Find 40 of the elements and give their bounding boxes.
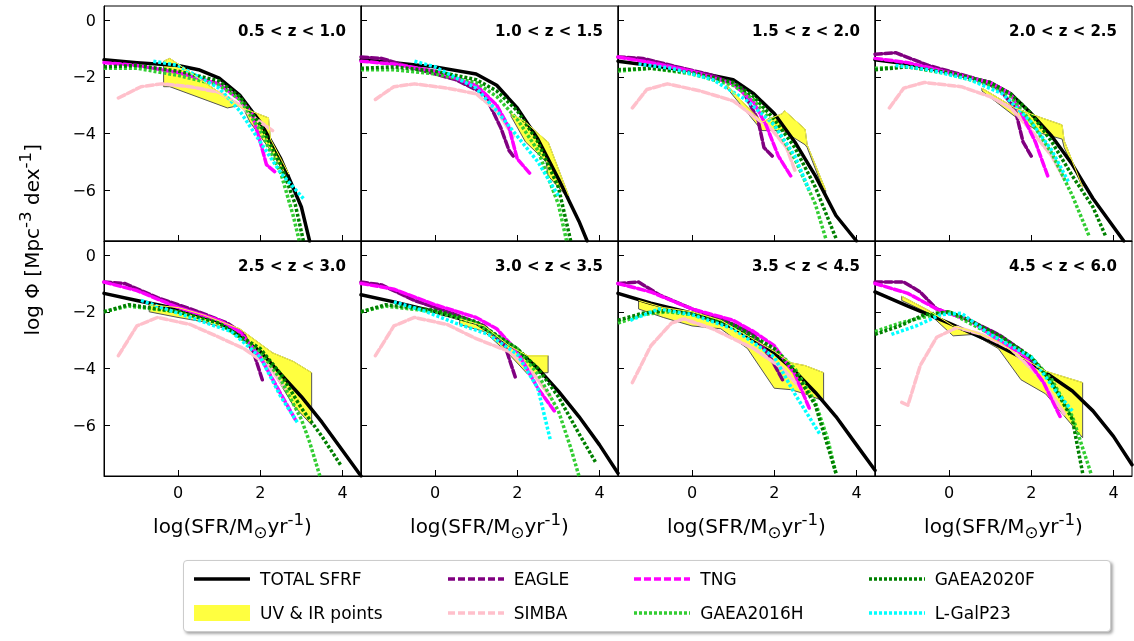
x-axis-title: log(SFR/M$_{⊙}$yr$^{-1}$) (923, 510, 1084, 542)
legend-label: GAEA2016H (700, 603, 804, 623)
x-tick-label: 4 (1108, 482, 1119, 502)
text: 2.0 < z < 2.5 (1009, 21, 1118, 40)
legend-label: UV & IR points (260, 603, 383, 623)
x-tick-label: 4 (851, 482, 862, 502)
x-tick-label: 2 (255, 482, 266, 502)
y-tick-label: 0 (85, 245, 96, 265)
legend-label: L-GalP23 (934, 603, 1011, 623)
x-tick-label: 2 (769, 482, 780, 502)
legend-label: TNG (700, 569, 737, 589)
x-tick-label: 4 (337, 482, 348, 502)
x-tick-label: 2 (512, 482, 523, 502)
text: 3.0 < z < 3.5 (495, 256, 604, 275)
legend-label: TOTAL SFRF (260, 569, 362, 589)
y-tick-label: −2 (72, 302, 96, 322)
legend-label: SIMBA (513, 603, 568, 623)
x-tick-label: 2 (1026, 482, 1037, 502)
x-axis-title: log(SFR/M$_{⊙}$yr$^{-1}$) (409, 510, 570, 542)
x-tick-label: 0 (686, 482, 698, 502)
text: 1.0 < z < 1.5 (495, 21, 604, 40)
legend-label: EAGLE (513, 569, 570, 589)
text: 4.5 < z < 6.0 (1009, 256, 1118, 275)
text: 3.5 < z < 4.5 (752, 256, 861, 275)
text: 0.5 < z < 1.0 (238, 21, 347, 40)
y-tick-label: 0 (85, 10, 96, 30)
y-tick-label: −2 (72, 67, 96, 87)
x-axis-title: log(SFR/M$_{⊙}$yr$^{-1}$) (666, 510, 827, 542)
text: 2.5 < z < 3.0 (238, 256, 347, 275)
x-tick-label: 0 (429, 482, 441, 502)
y-tick-label: −4 (72, 358, 96, 378)
y-tick-label: −6 (72, 180, 96, 200)
text: 1.5 < z < 2.0 (752, 21, 861, 40)
x-axis-title: log(SFR/M$_{⊙}$yr$^{-1}$) (152, 510, 313, 542)
x-tick-label: 0 (943, 482, 955, 502)
y-tick-label: −6 (72, 415, 96, 435)
x-tick-label: 0 (172, 482, 184, 502)
y-tick-label: −4 (72, 123, 96, 143)
x-tick-label: 4 (594, 482, 605, 502)
legend-label: GAEA2020F (934, 569, 1035, 589)
